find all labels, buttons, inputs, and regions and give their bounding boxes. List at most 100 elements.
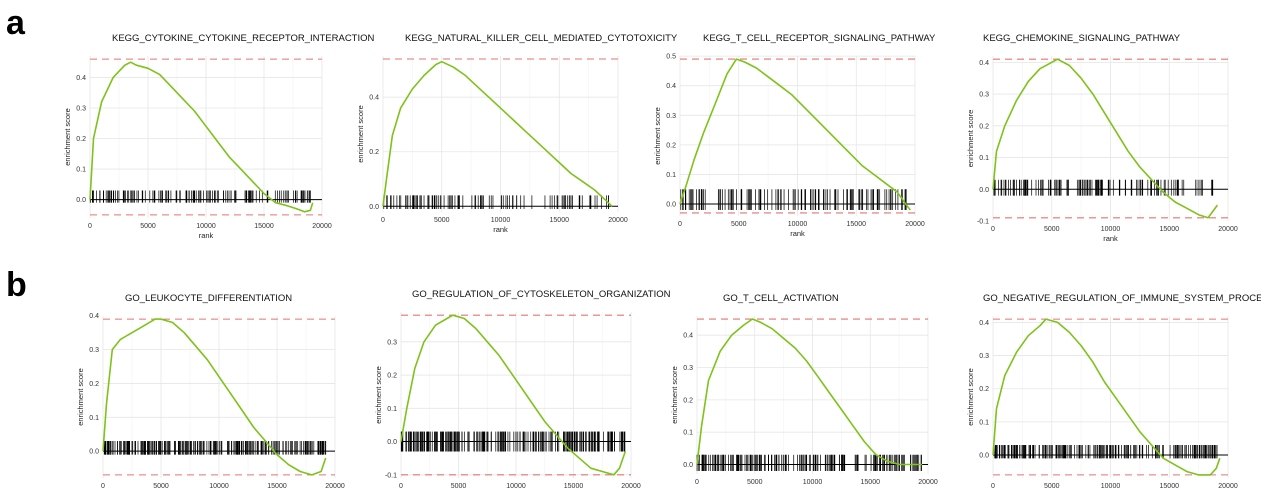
x-tick-label: 20000 [325, 483, 345, 490]
y-axis-label: enrichment score [374, 366, 383, 424]
x-tick-label: 0 [678, 221, 682, 228]
chart-panel-2: KEGG_NATURAL_KILLER_CELL_MEDIATED_CYTOTO… [356, 33, 678, 234]
x-tick-label: 10000 [506, 483, 526, 490]
x-tick-label: 0 [399, 483, 403, 490]
y-tick-label: -0.1 [977, 219, 989, 226]
y-axis-label: enrichment score [966, 110, 975, 168]
y-tick-label: 0.1 [683, 430, 693, 437]
y-tick-label: 0.0 [683, 462, 693, 469]
enrichment-curve [679, 58, 911, 211]
chart-title: KEGG_NATURAL_KILLER_CELL_MEDIATED_CYTOTO… [405, 33, 678, 44]
y-tick-label: 0.2 [979, 123, 989, 130]
x-axis-label: rank [1103, 234, 1118, 243]
enrichment-curve [89, 61, 314, 213]
hit-marks [103, 441, 327, 455]
x-tick-label: 10000 [1101, 483, 1121, 490]
chart-title: GO_T_CELL_ACTIVATION [723, 293, 839, 304]
y-tick-label: 0.4 [683, 333, 693, 340]
y-tick-label: 0.0 [76, 197, 86, 204]
y-tick-label: 0.1 [979, 155, 989, 162]
x-tick-label: 5000 [434, 217, 450, 224]
x-tick-label: 10000 [788, 221, 808, 228]
y-tick-label: 0.3 [979, 92, 989, 99]
chart-panel-5: GO_LEUKOCYTE_DIFFERENTIATION 0.0 0.1 0.2 0.3… [76, 293, 345, 490]
x-tick-label: 5000 [731, 221, 747, 228]
x-tick-label: 20000 [905, 221, 925, 228]
y-tick-label: 0.2 [666, 142, 676, 149]
x-tick-label: 15000 [847, 221, 867, 228]
x-tick-label: 20000 [1218, 226, 1238, 233]
y-tick-label: 0.1 [387, 406, 397, 413]
y-tick-label: 0.1 [76, 167, 86, 174]
x-tick-label: 15000 [1160, 226, 1180, 233]
x-tick-label: 0 [991, 483, 995, 490]
y-axis-label: enrichment score [63, 108, 72, 166]
chart-panel-3: KEGG_T_CELL_RECEPTOR_SIGNALING_PATHWAY 0.… [653, 33, 936, 238]
x-tick-label: 20000 [918, 479, 938, 486]
y-tick-label: 0.0 [979, 187, 989, 194]
enrichment-curve [102, 318, 327, 476]
y-axis-label: enrichment score [966, 368, 975, 426]
hit-marks [696, 454, 922, 471]
y-tick-label: 0.0 [369, 204, 379, 211]
x-tick-label: 0 [381, 217, 385, 224]
x-axis-label: rank [493, 225, 508, 234]
panel-letter-b: b [6, 266, 27, 304]
chart-panel-1: KEGG_CYTOKINE_CYTOKINE_RECEPTOR_INTERACT… [63, 33, 375, 240]
y-tick-label: 0.2 [387, 373, 397, 380]
enrichment-curve [992, 318, 1221, 476]
y-tick-label: 0.0 [666, 202, 676, 209]
enrichment-curve [400, 314, 627, 476]
y-tick-label: 0.2 [89, 381, 99, 388]
y-tick-label: 0.0 [979, 452, 989, 459]
x-tick-label: 0 [695, 479, 699, 486]
x-tick-label: 10000 [1101, 226, 1121, 233]
y-tick-label: 0.4 [369, 95, 379, 102]
y-tick-label: 0.3 [387, 339, 397, 346]
hit-marks [89, 190, 311, 203]
chart-title: KEGG_T_CELL_RECEPTOR_SIGNALING_PATHWAY [703, 33, 936, 44]
x-tick-label: 0 [101, 483, 105, 490]
x-tick-label: 5000 [747, 479, 763, 486]
x-tick-label: 15000 [550, 217, 570, 224]
y-tick-label: 0.0 [387, 439, 397, 446]
x-tick-label: 15000 [861, 479, 881, 486]
y-tick-label: 0.0 [89, 449, 99, 456]
y-tick-label: 0.3 [979, 353, 989, 360]
chart-panel-4: KEGG_CHEMOKINE_SIGNALING_PATHWAY -0.1 0.0 0… [966, 33, 1238, 243]
x-tick-label: 10000 [491, 217, 511, 224]
y-tick-label: 0.4 [979, 60, 989, 67]
y-tick-label: 0.4 [666, 83, 676, 90]
y-tick-label: 0.3 [666, 113, 676, 120]
y-tick-label: 0.4 [89, 313, 99, 320]
chart-title: GO_REGULATION_OF_CYTOSKELETON_ORGANIZATI… [412, 289, 671, 300]
y-tick-label: 0.4 [979, 320, 989, 327]
chart-title: KEGG_CHEMOKINE_SIGNALING_PATHWAY [983, 33, 1181, 44]
x-tick-label: 20000 [608, 217, 628, 224]
x-tick-label: 5000 [153, 483, 169, 490]
enrichment-curve [382, 60, 613, 207]
hit-marks [993, 445, 1218, 459]
hit-marks [680, 189, 907, 210]
y-axis-label: enrichment score [356, 105, 365, 163]
x-tick-label: 20000 [621, 483, 641, 490]
x-tick-label: 0 [88, 223, 92, 230]
chart-panel-6: GO_REGULATION_OF_CYTOSKELETON_ORGANIZATI… [374, 289, 671, 490]
y-axis-label: enrichment score [76, 368, 85, 426]
enrichment-curve [992, 58, 1219, 219]
chart-title: KEGG_CYTOKINE_CYTOKINE_RECEPTOR_INTERACT… [112, 33, 375, 44]
panel-letter-a: a [6, 4, 26, 42]
hit-marks [383, 195, 609, 209]
x-tick-label: 15000 [254, 223, 274, 230]
y-tick-label: 0.2 [369, 149, 379, 156]
x-tick-label: 0 [991, 226, 995, 233]
x-axis-label: rank [199, 231, 214, 240]
chart-panel-8: GO_NEGATIVE_REGULATION_OF_IMMUNE_SYSTEM_… [966, 293, 1261, 490]
y-axis-label: enrichment score [670, 366, 679, 424]
y-tick-label: 0.4 [76, 75, 86, 82]
x-tick-label: 10000 [209, 483, 229, 490]
x-axis-label: rank [790, 229, 805, 238]
x-tick-label: 10000 [196, 223, 216, 230]
chart-panel-7: GO_T_CELL_ACTIVATION 0.0 0.1 0.2 0.3 0.4 0 5000… [670, 293, 938, 486]
